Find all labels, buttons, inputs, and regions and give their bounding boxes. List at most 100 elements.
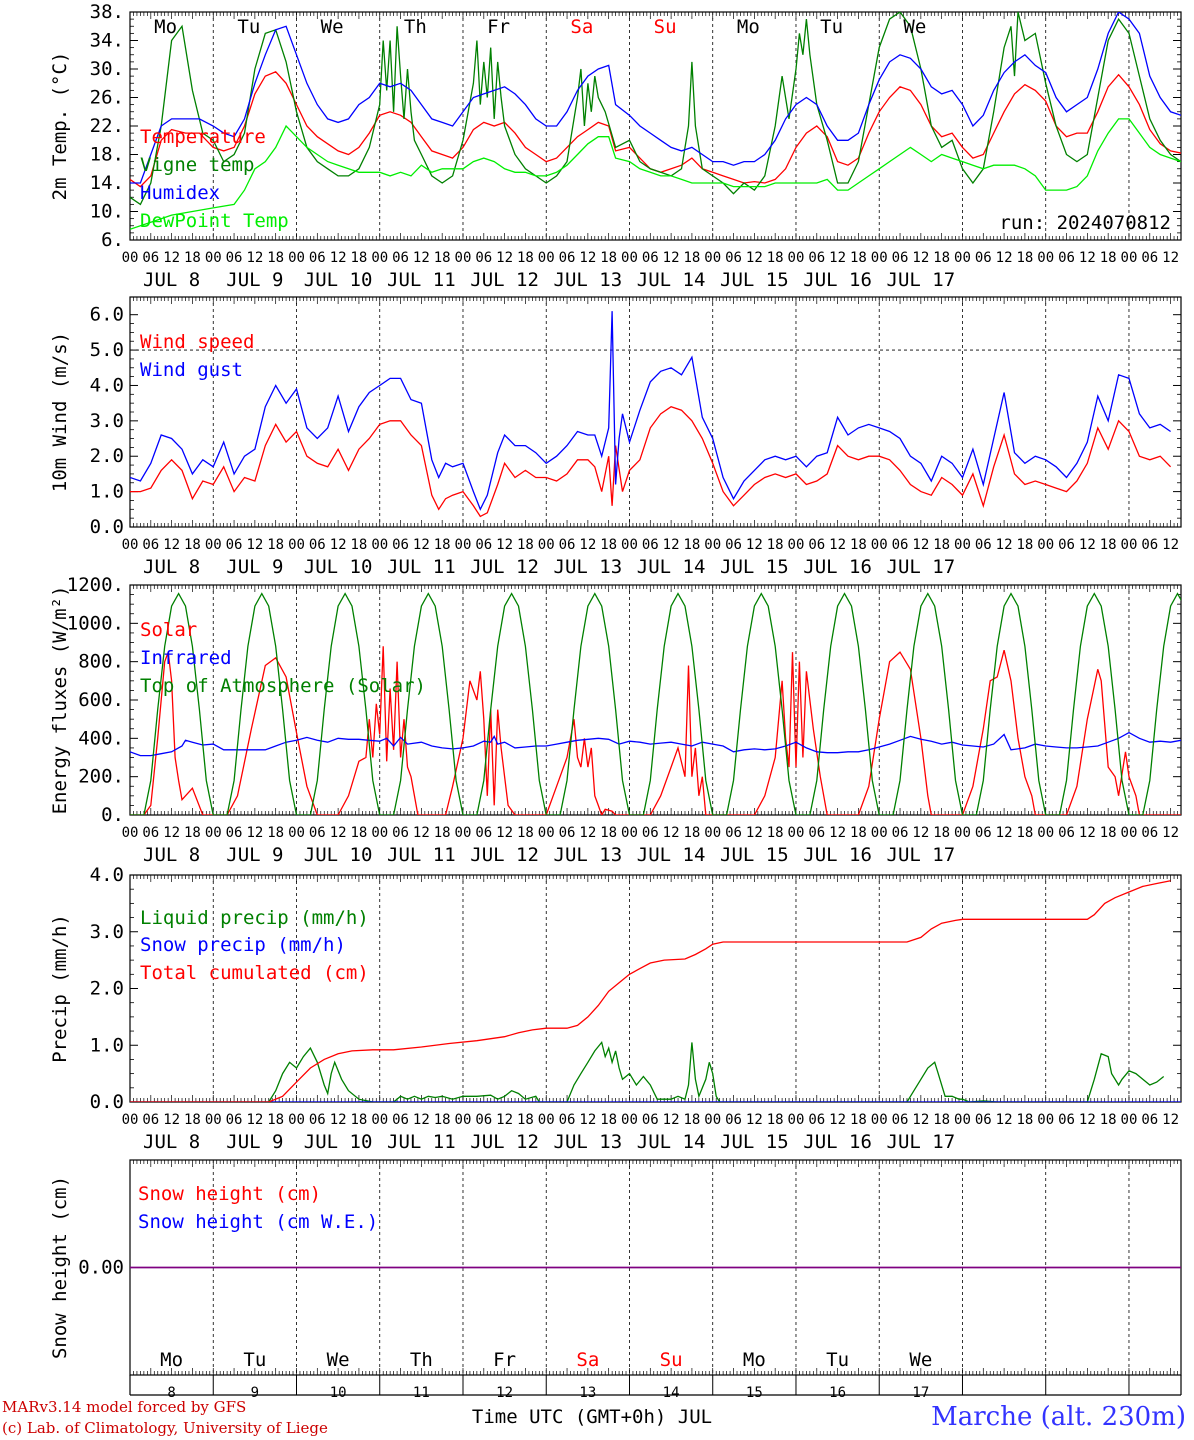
- date-label: JUL 9: [226, 269, 283, 291]
- hour-tick-label: 06: [226, 1112, 243, 1128]
- date-label: JUL 9: [226, 844, 283, 866]
- hour-tick-label: 18: [767, 1112, 784, 1128]
- hour-tick-label: 18: [683, 1112, 700, 1128]
- series-line: [130, 646, 1181, 815]
- hour-tick-label: 12: [496, 537, 513, 553]
- hour-tick-label: 06: [725, 537, 742, 553]
- day-name: Mo: [160, 1349, 183, 1371]
- date-label: JUL 12: [470, 1131, 539, 1153]
- y-tick-label: 0.0: [90, 516, 124, 538]
- hour-tick-label: 18: [767, 250, 784, 266]
- legend-entry: Wind gust: [140, 359, 243, 381]
- hour-tick-label: 06: [226, 825, 243, 841]
- y-axis-label: Precip (mm/h): [49, 914, 71, 1063]
- hour-tick-label: 00: [371, 250, 388, 266]
- hour-tick-label: 00: [621, 825, 638, 841]
- date-label: JUL 16: [803, 269, 872, 291]
- date-label: JUL 8: [143, 269, 200, 291]
- hour-tick-label: 18: [517, 537, 534, 553]
- date-label: JUL 15: [720, 556, 789, 578]
- hour-tick-label: 00: [288, 250, 305, 266]
- y-tick-label: 1.0: [90, 481, 124, 503]
- hour-tick-label: 12: [912, 825, 929, 841]
- hour-tick-label: 06: [642, 825, 659, 841]
- hour-tick-label: 00: [455, 250, 472, 266]
- hour-tick-label: 06: [309, 1112, 326, 1128]
- hour-tick-label: 00: [205, 825, 222, 841]
- series-line: [130, 71, 1181, 188]
- hour-tick-label: 00: [455, 1112, 472, 1128]
- hour-tick-label: 06: [475, 250, 492, 266]
- y-tick-label: 2.0: [90, 445, 124, 467]
- y-axis-label: 2m Temp. (°C): [49, 52, 71, 201]
- hour-tick-label: 12: [1162, 537, 1179, 553]
- hour-tick-label: 12: [246, 537, 263, 553]
- hour-tick-label: 12: [496, 250, 513, 266]
- date-label: JUL 16: [803, 1131, 872, 1153]
- hour-tick-label: 12: [746, 250, 763, 266]
- legend-entry: Temperature: [140, 126, 266, 148]
- legend-entry: Snow precip (mm/h): [140, 934, 346, 956]
- hour-tick-label: 18: [683, 250, 700, 266]
- date-label: JUL 9: [226, 556, 283, 578]
- hour-tick-label: 12: [330, 250, 347, 266]
- y-tick-label: 26.: [90, 87, 124, 109]
- hour-tick-label: 12: [996, 537, 1013, 553]
- hour-tick-label: 00: [788, 825, 805, 841]
- y-axis-label: 10m Wind (m/s): [49, 332, 71, 492]
- day-number-label: 14: [663, 1385, 680, 1401]
- series-line: [130, 592, 1181, 815]
- day-name: Sa: [570, 16, 593, 38]
- y-tick-label: 10.: [90, 201, 124, 223]
- hour-tick-label: 06: [975, 250, 992, 266]
- hour-tick-label: 12: [163, 250, 180, 266]
- day-name: Th: [404, 16, 427, 38]
- day-name: Su: [660, 1349, 683, 1371]
- legend-entry: Top of Atmosphere (Solar): [140, 675, 426, 697]
- x-axis-label: Time UTC (GMT+0h) JUL: [472, 1406, 712, 1428]
- hour-tick-label: 12: [579, 1112, 596, 1128]
- hour-tick-label: 18: [184, 537, 201, 553]
- hour-tick-label: 18: [434, 250, 451, 266]
- day-name: Mo: [737, 16, 760, 38]
- hour-tick-label: 00: [788, 250, 805, 266]
- hour-tick-label: 12: [1162, 1112, 1179, 1128]
- hour-tick-label: 12: [413, 1112, 430, 1128]
- day-name: We: [327, 1349, 350, 1371]
- hour-tick-label: 18: [434, 825, 451, 841]
- date-label: JUL 12: [470, 556, 539, 578]
- day-number-label: 9: [251, 1385, 259, 1401]
- hour-tick-label: 12: [163, 1112, 180, 1128]
- day-number-label: 8: [167, 1385, 175, 1401]
- hour-tick-label: 18: [267, 1112, 284, 1128]
- day-name: We: [909, 1349, 932, 1371]
- hour-tick-label: 06: [392, 250, 409, 266]
- hour-tick-label: 06: [892, 1112, 909, 1128]
- date-label: JUL 13: [554, 1131, 623, 1153]
- series-line: [130, 12, 1181, 206]
- hour-tick-label: 12: [912, 1112, 929, 1128]
- hour-tick-label: 12: [330, 537, 347, 553]
- hour-tick-label: 12: [1079, 1112, 1096, 1128]
- hour-tick-label: 06: [309, 250, 326, 266]
- hour-tick-label: 00: [455, 537, 472, 553]
- hour-tick-label: 00: [122, 250, 139, 266]
- hour-tick-label: 12: [663, 250, 680, 266]
- hour-tick-label: 12: [246, 1112, 263, 1128]
- hour-tick-label: 00: [1037, 825, 1054, 841]
- hour-tick-label: 06: [725, 250, 742, 266]
- hour-tick-label: 06: [475, 1112, 492, 1128]
- credit-line-2: (c) Lab. of Climatology, University of L…: [2, 1419, 328, 1437]
- hour-tick-label: 18: [1016, 825, 1033, 841]
- hour-tick-label: 06: [892, 250, 909, 266]
- hour-tick-label: 06: [142, 1112, 159, 1128]
- hour-tick-label: 00: [621, 250, 638, 266]
- hour-tick-label: 00: [871, 825, 888, 841]
- hour-tick-label: 12: [746, 825, 763, 841]
- hour-tick-label: 18: [517, 250, 534, 266]
- hour-tick-label: 00: [205, 537, 222, 553]
- date-label: JUL 17: [887, 556, 956, 578]
- hour-tick-label: 18: [434, 1112, 451, 1128]
- day-number-label: 12: [496, 1385, 513, 1401]
- hour-tick-label: 06: [1058, 1112, 1075, 1128]
